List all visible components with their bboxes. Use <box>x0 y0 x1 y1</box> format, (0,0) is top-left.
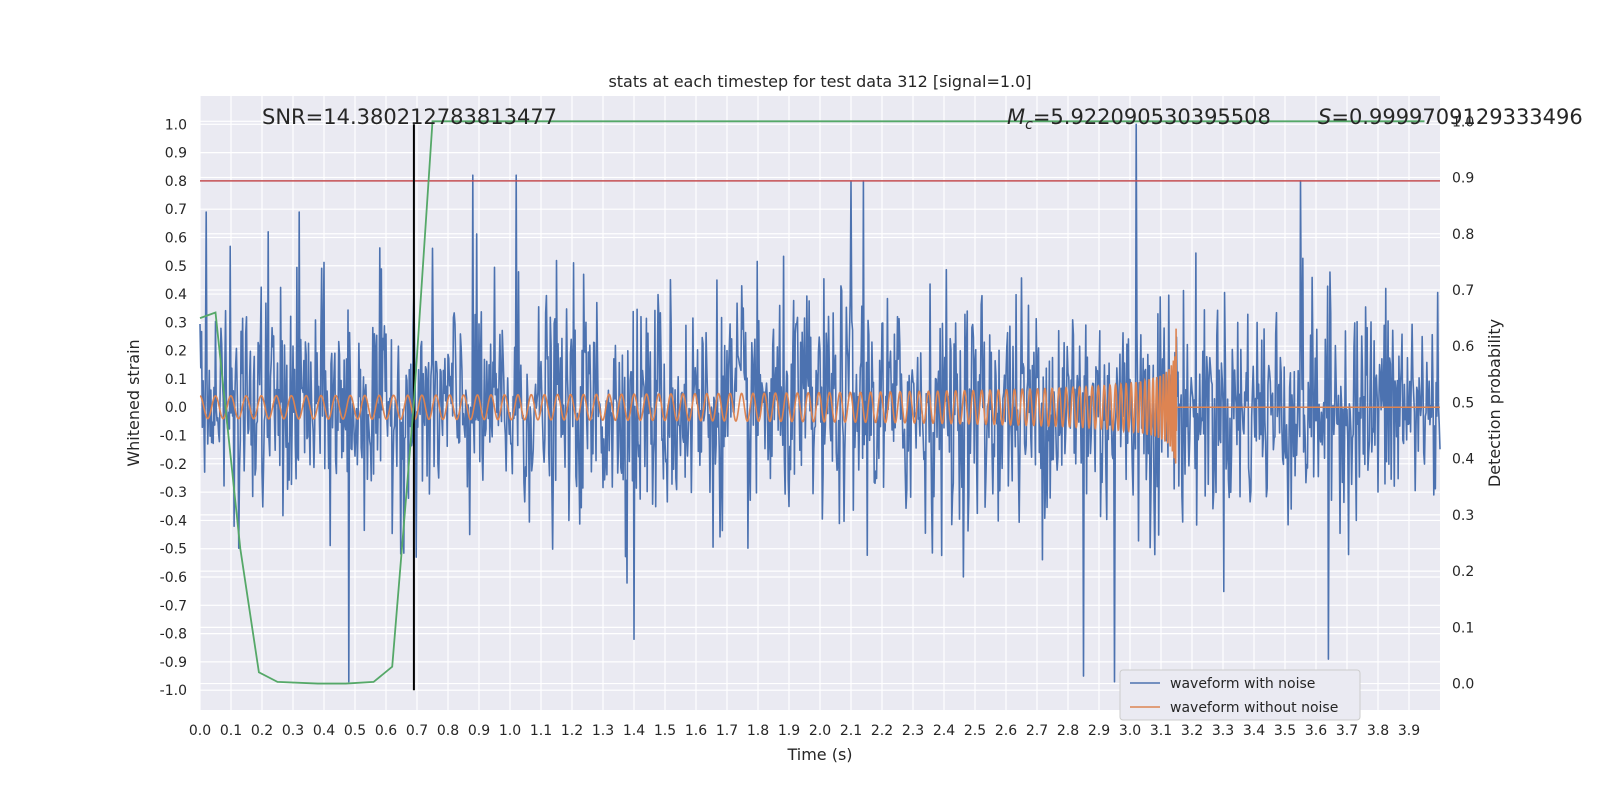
x-tick-label: 1.5 <box>654 723 676 739</box>
x-tick-label: 1.8 <box>747 723 769 739</box>
y-left-tick-label: -0.9 <box>160 655 187 671</box>
x-tick-label: 2.2 <box>871 723 893 739</box>
y-axis-label-left: Whitened strain <box>124 339 143 466</box>
chart-title: stats at each timestep for test data 312… <box>608 72 1031 91</box>
x-tick-label: 3.4 <box>1243 723 1265 739</box>
y-right-tick-label: 0.6 <box>1452 339 1474 355</box>
y-right-tick-labels: 1.0 0.9 0.8 0.7 0.6 0.5 0.4 0.3 0.2 0.1 0.0 <box>1452 114 1474 692</box>
x-tick-labels: 0.0 0.1 0.2 0.3 0.4 0.5 0.6 0.7 0.8 0.9 1.0 1.1 1.2 1… <box>189 723 1420 739</box>
y-left-tick-label: 0.6 <box>165 230 187 246</box>
score-annotation: S=0.9999709129333496 <box>1318 105 1583 129</box>
x-tick-label: 2.3 <box>902 723 924 739</box>
x-tick-label: 3.2 <box>1181 723 1203 739</box>
x-axis-label: Time (s) <box>786 745 852 764</box>
y-axis-label-right: Detection probability <box>1485 319 1504 487</box>
y-right-tick-label: 0.3 <box>1452 508 1474 524</box>
series-waveform-without-noise <box>199 328 1440 464</box>
chirp-mass-subscript: c <box>1025 117 1033 133</box>
x-tick-label: 2.0 <box>809 723 831 739</box>
x-tick-label: 0.2 <box>251 723 273 739</box>
y-left-tick-label: -1.0 <box>160 683 187 699</box>
y-left-tick-labels: 1.0 0.9 0.8 0.7 0.6 0.5 0.4 0.3 0.2 0.1 0.0 -0.1 -0.… <box>160 117 187 699</box>
legend: waveform with noise waveform without noi… <box>1119 669 1361 721</box>
y-right-tick-label: 0.7 <box>1452 283 1474 299</box>
x-tick-label: 3.5 <box>1274 723 1296 739</box>
x-tick-label: 0.6 <box>375 723 397 739</box>
score-symbol: S <box>1318 105 1331 129</box>
y-left-tick-label: 0.5 <box>165 259 187 275</box>
y-right-tick-label: 0.5 <box>1452 395 1474 411</box>
chirp-mass-annotation: Mc=5.922090530395508 <box>1007 105 1271 133</box>
series-detection-probability <box>199 120 1425 685</box>
y-left-tick-label: 0.7 <box>165 202 187 218</box>
y-left-tick-label: -0.5 <box>160 542 187 558</box>
legend-label-without-noise: waveform without noise <box>1170 700 1338 716</box>
y-left-tick-label: 1.0 <box>165 117 187 133</box>
y-left-tick-label: 0.4 <box>165 287 187 303</box>
x-tick-label: 3.7 <box>1336 723 1358 739</box>
x-tick-label: 0.8 <box>437 723 459 739</box>
series-waveform-with-noise <box>199 123 1441 683</box>
y-left-tick-label: -0.3 <box>160 485 187 501</box>
x-tick-label: 1.3 <box>592 723 614 739</box>
x-tick-label: 1.2 <box>561 723 583 739</box>
waveform-with-noise-line <box>199 123 1441 683</box>
x-tick-label: 1.0 <box>499 723 521 739</box>
detection-probability-line <box>199 120 1425 685</box>
y-right-tick-label: 0.0 <box>1452 677 1474 693</box>
x-tick-label: 0.9 <box>468 723 490 739</box>
y-left-tick-label: -0.7 <box>160 598 187 614</box>
y-left-tick-label: -0.8 <box>160 627 187 643</box>
y-right-tick-label: 0.9 <box>1452 171 1474 187</box>
x-tick-label: 0.0 <box>189 723 211 739</box>
waveform-without-noise-line <box>199 328 1440 464</box>
y-right-tick-label: 0.1 <box>1452 620 1474 636</box>
y-left-tick-label: 0.0 <box>165 400 187 416</box>
x-tick-label: 2.9 <box>1088 723 1110 739</box>
y-left-tick-label: 0.1 <box>165 372 187 388</box>
score-value: =0.9999709129333496 <box>1331 105 1582 129</box>
x-tick-label: 3.9 <box>1398 723 1420 739</box>
y-left-tick-label: -0.6 <box>160 570 187 586</box>
x-tick-label: 1.4 <box>623 723 645 739</box>
x-tick-label: 3.0 <box>1119 723 1141 739</box>
x-tick-label: 1.7 <box>716 723 738 739</box>
x-tick-label: 1.9 <box>778 723 800 739</box>
x-tick-label: 1.6 <box>685 723 707 739</box>
y-right-tick-label: 1.0 <box>1452 114 1474 130</box>
x-tick-label: 0.5 <box>344 723 366 739</box>
x-tick-label: 0.4 <box>313 723 335 739</box>
y-left-tick-label: -0.4 <box>160 513 187 529</box>
x-tick-label: 2.8 <box>1057 723 1079 739</box>
x-tick-label: 2.6 <box>995 723 1017 739</box>
legend-label-with-noise: waveform with noise <box>1170 676 1315 692</box>
chirp-mass-value: =5.922090530395508 <box>1033 105 1271 129</box>
y-left-tick-label: -0.1 <box>160 429 187 445</box>
x-tick-label: 3.1 <box>1150 723 1172 739</box>
y-left-tick-label: -0.2 <box>160 457 187 473</box>
x-tick-label: 3.6 <box>1305 723 1327 739</box>
x-tick-label: 2.7 <box>1026 723 1048 739</box>
chirp-mass-symbol: M <box>1007 105 1025 129</box>
x-tick-label: 2.1 <box>840 723 862 739</box>
x-tick-label: 2.4 <box>933 723 955 739</box>
y-left-tick-label: 0.2 <box>165 344 187 360</box>
x-tick-label: 0.3 <box>282 723 304 739</box>
y-right-tick-label: 0.4 <box>1452 452 1474 468</box>
x-tick-label: 1.1 <box>530 723 552 739</box>
y-right-tick-label: 0.2 <box>1452 564 1474 580</box>
legend-box <box>1119 669 1361 721</box>
x-tick-label: 3.3 <box>1212 723 1234 739</box>
x-tick-label: 3.8 <box>1367 723 1389 739</box>
y-right-tick-label: 0.8 <box>1452 227 1474 243</box>
x-tick-label: 2.5 <box>964 723 986 739</box>
x-tick-label: 0.7 <box>406 723 428 739</box>
y-left-tick-label: 0.3 <box>165 315 187 331</box>
y-left-tick-label: 0.9 <box>165 146 187 162</box>
snr-annotation: SNR=14.380212783813477 <box>262 105 557 129</box>
y-left-tick-label: 0.8 <box>165 174 187 190</box>
x-tick-label: 0.1 <box>220 723 242 739</box>
